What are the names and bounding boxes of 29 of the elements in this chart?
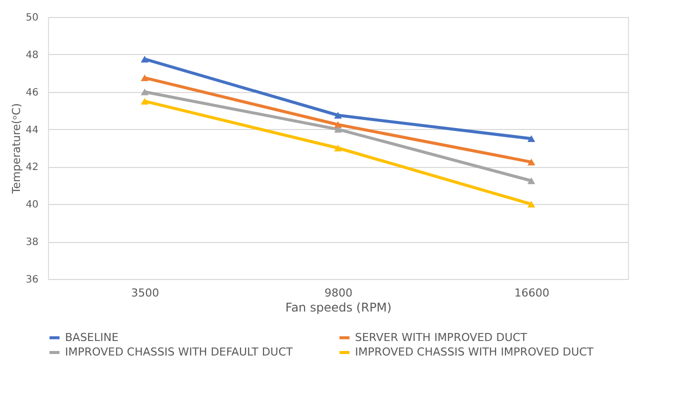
point — [334, 144, 342, 152]
x-tick-label: 9800 — [324, 286, 352, 300]
point — [334, 126, 342, 133]
point — [527, 177, 536, 184]
y-tick-label: 38 — [26, 237, 38, 248]
point — [527, 200, 536, 208]
y-tick-label: 40 — [26, 200, 38, 211]
y-tick-label: 36 — [26, 274, 38, 286]
point — [140, 56, 149, 62]
point — [140, 74, 149, 82]
x-tick-label: 16600 — [514, 286, 550, 300]
legend-label: SERVER WITH IMPROVED DUCT — [355, 330, 528, 344]
point — [334, 112, 342, 119]
y-tick-label: 46 — [26, 87, 38, 98]
y-tick-label: 48 — [26, 50, 38, 61]
legend-label: BASELINE — [65, 330, 119, 344]
x-axis-title: Fan speeds (RPM) — [285, 300, 392, 314]
y-tick-label: 50 — [26, 12, 38, 24]
y-tick-label: 42 — [26, 162, 38, 174]
legend-label: IMPROVED CHASSIS WITH DEFAULT DUCT — [65, 346, 294, 358]
point — [527, 158, 536, 166]
x-tick-label: 3500 — [131, 286, 160, 300]
point — [334, 121, 342, 128]
y-tick-label: 44 — [26, 124, 38, 136]
y-axis-title: Temperature(ᵒC) — [10, 103, 23, 195]
point — [140, 98, 149, 105]
point — [527, 135, 536, 142]
point — [140, 88, 149, 96]
legend-label: IMPROVED CHASSIS WITH IMPROVED DUCT — [355, 346, 594, 358]
